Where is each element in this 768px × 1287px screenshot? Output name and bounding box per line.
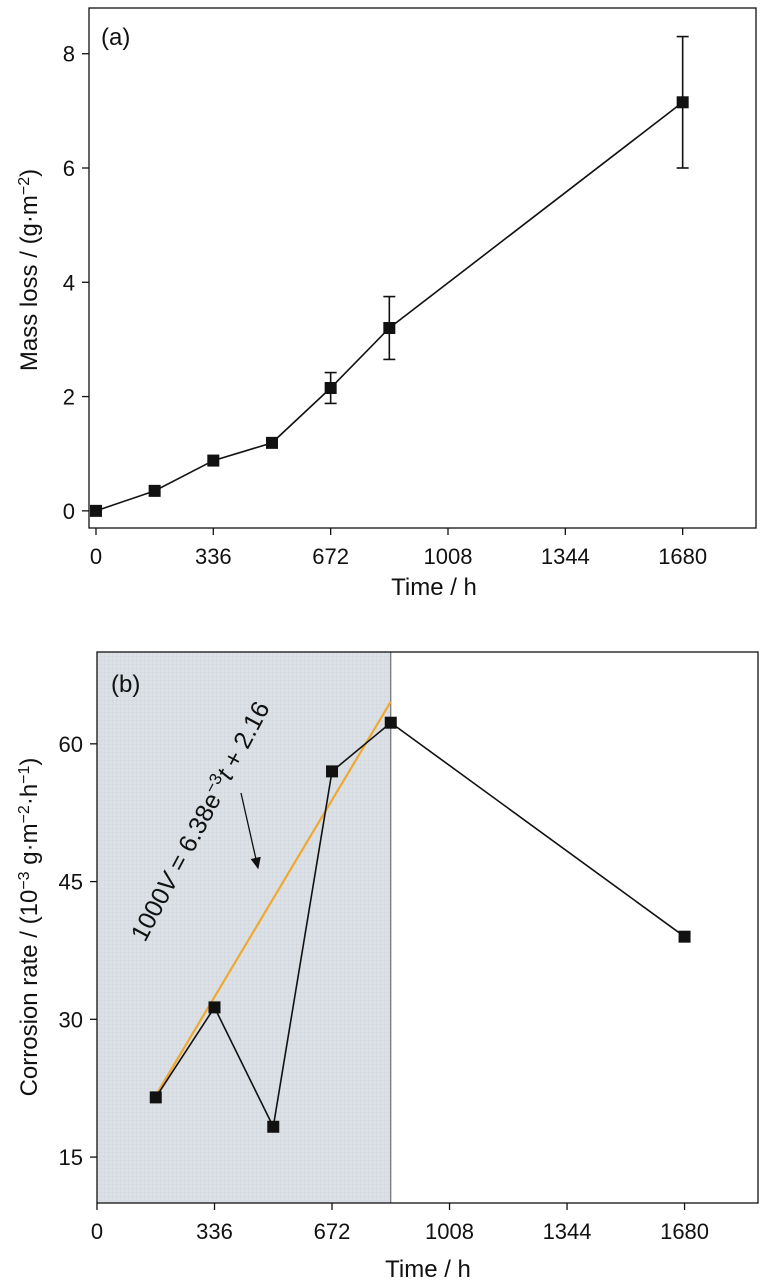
data-point <box>89 504 102 517</box>
x-tick-label: 1008 <box>425 1219 474 1244</box>
data-point <box>383 322 396 334</box>
data-point <box>148 484 161 497</box>
y-tick-label: 0 <box>63 499 75 524</box>
y-tick-label: 15 <box>59 1145 83 1170</box>
data-point <box>678 930 691 943</box>
data-point <box>384 716 397 729</box>
panel-b-y-axis: 15 30 45 60 <box>59 732 97 1170</box>
y-tick-label: 6 <box>63 156 75 181</box>
x-tick-label: 336 <box>196 1219 233 1244</box>
x-tick-label: 1008 <box>424 544 473 569</box>
panel-a-y-axis-title: Mass loss / (g·m−2) <box>16 169 44 371</box>
y-tick-label: 30 <box>59 1007 83 1032</box>
x-tick-label: 672 <box>312 544 349 569</box>
panel-b-x-axis-title: Time / h <box>385 1256 471 1283</box>
x-tick-label: 1680 <box>660 1219 709 1244</box>
panel-b-shaded-region <box>97 652 391 1203</box>
x-tick-label: 336 <box>195 544 232 569</box>
data-point <box>324 382 337 394</box>
x-tick-label: 0 <box>90 544 102 569</box>
data-point <box>676 96 689 109</box>
panel-b-series <box>149 716 691 1133</box>
y-tick-label: 2 <box>63 385 75 410</box>
data-point <box>265 436 278 449</box>
panel-a-plot-area <box>88 7 757 529</box>
x-tick-label: 1680 <box>658 544 707 569</box>
panel-b-y-axis-title: Corrosion rate / (10−3 g·m−2·h−1) <box>16 758 44 1097</box>
data-point <box>207 454 220 467</box>
panel-b-plot-frame <box>96 651 759 1204</box>
series-line <box>155 721 686 1130</box>
x-tick-label: 0 <box>91 1219 103 1244</box>
x-tick-label: 1344 <box>541 544 590 569</box>
y-tick-label: 8 <box>63 42 75 67</box>
x-tick-label: 672 <box>314 1219 351 1244</box>
panel-a-label: (a) <box>101 24 130 51</box>
data-point <box>326 765 339 778</box>
panel-a-x-axis-title: Time / h <box>391 574 477 601</box>
panel-b-label: (b) <box>111 671 140 698</box>
panel-b-equation-arrow <box>240 792 261 870</box>
panel-a-y-axis: 0 2 4 6 8 <box>63 42 89 524</box>
x-tick-label: 1344 <box>543 1219 592 1244</box>
panel-b-fit-line <box>154 701 392 1096</box>
panel-a-x-axis: 0 336 672 1008 1344 1680 <box>90 528 707 569</box>
y-tick-label: 4 <box>63 270 75 295</box>
data-point <box>267 1120 280 1133</box>
panel-b-x-axis: 0 336 672 1008 1344 1680 <box>91 1203 709 1244</box>
data-point <box>208 1001 221 1014</box>
panel-a-mass-loss-chart: (a) 0 336 672 1008 1344 1680 0 2 4 6 8 Time / h M… <box>16 7 757 601</box>
y-tick-label: 45 <box>59 870 83 895</box>
panel-a-series <box>89 35 689 517</box>
y-tick-label: 60 <box>59 732 83 757</box>
data-point <box>149 1091 162 1104</box>
